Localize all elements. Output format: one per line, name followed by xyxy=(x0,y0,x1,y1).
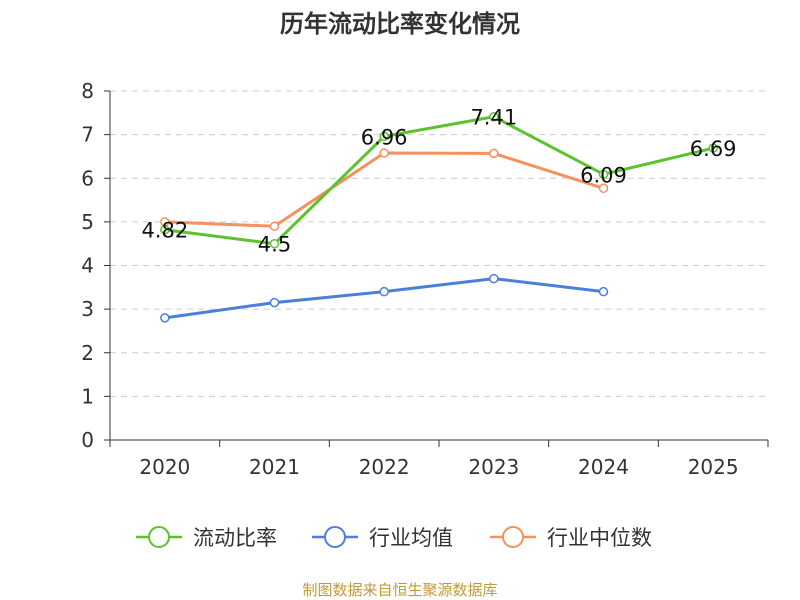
data-point xyxy=(269,297,280,308)
data-labels: 4.82 4.5 6.96 7.41 6.09 6.69 xyxy=(141,106,736,257)
series-line xyxy=(164,277,604,320)
legend-marker xyxy=(148,526,170,548)
data-point xyxy=(379,131,389,142)
y-tick-label: 2 xyxy=(81,341,94,365)
y-tick-label: 8 xyxy=(81,79,94,103)
legend-label: 行业均值 xyxy=(369,526,453,550)
data-point xyxy=(708,143,718,153)
data-point xyxy=(269,238,280,249)
legend-marker xyxy=(502,526,524,548)
data-label: 6.96 xyxy=(361,125,408,149)
legend-item[interactable]: 流动比率 xyxy=(136,526,277,550)
legend-label: 流动比率 xyxy=(193,526,277,550)
data-point xyxy=(598,286,609,297)
y-tick-label: 5 xyxy=(81,210,94,234)
data-point xyxy=(160,313,170,323)
legend-item[interactable]: 行业均值 xyxy=(312,526,453,550)
chart-title: 历年流动比率变化情况 xyxy=(280,10,520,38)
x-tick-label: 2023 xyxy=(468,455,519,479)
series-line xyxy=(164,151,604,228)
series-group xyxy=(160,111,718,323)
legend-label: 行业中位数 xyxy=(547,526,652,550)
x-tick-label: 2024 xyxy=(578,455,629,479)
grid-lines xyxy=(110,90,768,397)
legend-marker xyxy=(324,526,346,548)
y-tick-label: 1 xyxy=(81,384,94,408)
y-tick-label: 7 xyxy=(81,123,94,147)
axes: 0 1 2 3 4 5 6 7 8 2020 2021 2022 2023 2024 2025 xyxy=(81,79,769,479)
legend[interactable]: 流动比率 行业均值 行业中位数 xyxy=(136,526,652,550)
y-tick-label: 0 xyxy=(81,428,94,452)
data-point xyxy=(598,183,609,194)
data-label: 6.09 xyxy=(580,163,627,187)
y-tick-label: 4 xyxy=(81,254,94,278)
data-label: 6.69 xyxy=(690,137,737,161)
data-point xyxy=(379,148,389,158)
data-point xyxy=(489,148,499,159)
x-tick-label: 2025 xyxy=(688,455,739,479)
data-label: 7.41 xyxy=(470,106,517,130)
x-tick-label: 2022 xyxy=(359,455,410,479)
legend-item[interactable]: 行业中位数 xyxy=(490,526,652,550)
x-tick-label: 2020 xyxy=(139,455,190,479)
y-tick-label: 6 xyxy=(81,166,94,190)
data-label: 4.82 xyxy=(141,219,188,243)
data-point xyxy=(489,111,499,122)
y-tick-label: 3 xyxy=(81,297,94,321)
data-point xyxy=(379,286,389,297)
data-point xyxy=(598,169,609,180)
data-point xyxy=(269,221,280,231)
data-point xyxy=(160,224,170,235)
data-label: 4.5 xyxy=(258,233,291,257)
series-line xyxy=(164,115,714,246)
data-point xyxy=(489,273,499,284)
x-tick-label: 2021 xyxy=(249,455,300,479)
source-note: 制图数据来自恒生聚源数据库 xyxy=(302,581,497,599)
